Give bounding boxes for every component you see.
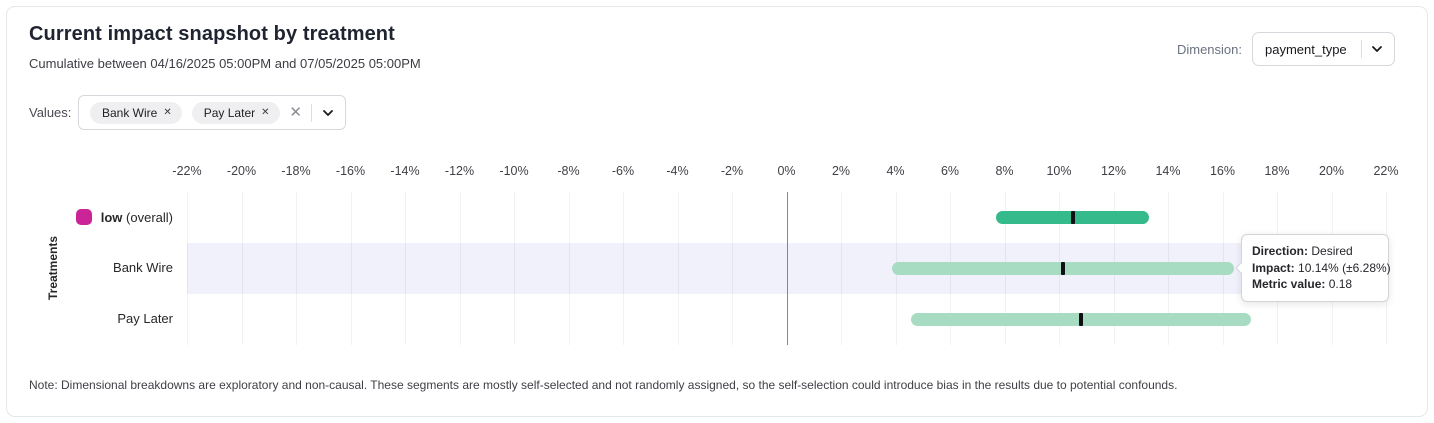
values-divider bbox=[311, 103, 312, 122]
tooltip-direction: Direction: Desired bbox=[1252, 244, 1353, 258]
gridline bbox=[459, 192, 461, 345]
gridline bbox=[841, 192, 842, 345]
legend-swatch bbox=[75, 208, 92, 225]
treatment-row-label: low (overall) bbox=[7, 208, 173, 225]
x-tick-label: 2% bbox=[831, 164, 851, 178]
x-tick-label: -20% bbox=[226, 164, 257, 178]
x-tick-label: -18% bbox=[281, 164, 311, 178]
impact-point-marker bbox=[1079, 313, 1084, 326]
filter-chip-label: Pay Later bbox=[203, 105, 256, 120]
x-tick-label: -8% bbox=[557, 164, 580, 178]
page-title: Current impact snapshot by treatment bbox=[29, 23, 395, 45]
chevron-down-icon[interactable] bbox=[321, 106, 335, 120]
filter-chip[interactable]: Pay Later ✕ bbox=[191, 101, 280, 124]
bar-tooltip: Direction: Desired Impact: 10.14% (±6.28… bbox=[1235, 234, 1391, 302]
impact-point-marker bbox=[1070, 211, 1075, 224]
gridline bbox=[732, 192, 733, 345]
x-tick-label: 20% bbox=[1318, 164, 1345, 178]
x-tick-label: -16% bbox=[335, 164, 366, 178]
gridline bbox=[405, 192, 406, 345]
tooltip-impact: Impact: 10.14% (±6.28%) bbox=[1252, 260, 1391, 275]
x-tick-label: -4% bbox=[666, 164, 689, 178]
footnote: Note: Dimensional breakdowns are explora… bbox=[29, 378, 1178, 392]
x-tick-label: -22% bbox=[172, 164, 202, 178]
impact-snapshot-card: Current impact snapshot by treatment Cum… bbox=[6, 6, 1428, 417]
x-tick-label: 22% bbox=[1373, 164, 1399, 178]
x-tick-label: 4% bbox=[886, 164, 905, 178]
x-tick-label: -14% bbox=[390, 164, 420, 178]
dimension-selected-value: payment_type bbox=[1265, 41, 1347, 57]
gridline bbox=[187, 192, 188, 345]
gridline bbox=[623, 192, 624, 345]
x-tick-label: 12% bbox=[1100, 164, 1127, 178]
filter-chip-label: Bank Wire bbox=[102, 105, 158, 120]
x-tick-label: -12% bbox=[444, 164, 475, 178]
impact-point-marker bbox=[1060, 262, 1065, 275]
dimension-select[interactable]: payment_type bbox=[1252, 32, 1395, 66]
values-label: Values: bbox=[29, 105, 72, 120]
x-tick-label: -2% bbox=[720, 164, 744, 178]
tooltip-metric-value: Metric value: 0.18 bbox=[1252, 277, 1353, 291]
select-divider bbox=[1361, 40, 1362, 58]
dimension-label: Dimension: bbox=[1176, 41, 1242, 57]
gridline bbox=[350, 192, 352, 345]
treatment-row-label: Bank Wire bbox=[113, 259, 173, 275]
x-tick-label: 0% bbox=[777, 164, 796, 178]
gridline bbox=[514, 192, 515, 345]
x-tick-label: 14% bbox=[1155, 164, 1181, 178]
x-tick-label: 10% bbox=[1046, 164, 1072, 178]
zero-axis-line bbox=[786, 192, 788, 345]
filter-chip[interactable]: Bank Wire ✕ bbox=[90, 101, 182, 124]
x-tick-label: 18% bbox=[1264, 164, 1290, 178]
clear-all-icon[interactable]: ✕ bbox=[289, 104, 302, 121]
x-tick-label: 6% bbox=[940, 164, 960, 178]
impact-chart: Treatments -22% -20% -18% -16% -14% -12% -10% -… bbox=[7, 7, 1427, 416]
date-range-subtitle: Cumulative between 04/16/2025 05:00PM an… bbox=[29, 56, 421, 71]
x-tick-label: 16% bbox=[1209, 164, 1236, 178]
gridline bbox=[568, 192, 570, 345]
gridline bbox=[241, 192, 243, 345]
dimension-control: Dimension: payment_type bbox=[1177, 32, 1395, 66]
chevron-down-icon[interactable] bbox=[1370, 42, 1384, 56]
gridline bbox=[296, 192, 297, 345]
x-tick-label: -10% bbox=[499, 164, 529, 178]
gridline bbox=[677, 192, 679, 345]
x-tick-label: -6% bbox=[611, 164, 635, 178]
x-tick-label: 8% bbox=[995, 164, 1014, 178]
chip-remove-icon[interactable]: ✕ bbox=[261, 106, 270, 118]
treatment-row-label: Pay Later bbox=[117, 310, 173, 326]
chip-remove-icon[interactable]: ✕ bbox=[163, 106, 172, 118]
values-multiselect[interactable]: Bank Wire ✕ Pay Later ✕ ✕ bbox=[78, 95, 346, 130]
values-chip-list: Bank Wire ✕ Pay Later ✕ bbox=[90, 101, 280, 124]
